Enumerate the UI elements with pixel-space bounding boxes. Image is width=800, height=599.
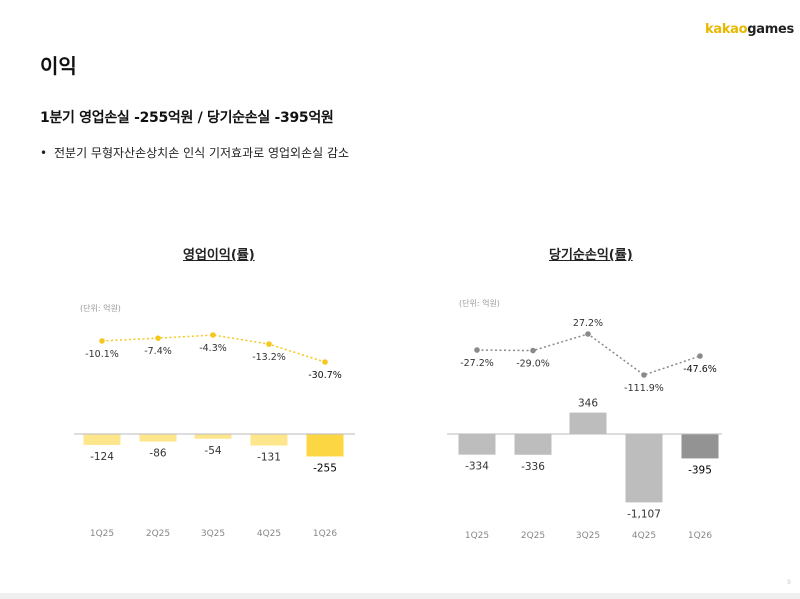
margin-label-net: -29.0% [516, 359, 550, 370]
category-label-net: 4Q25 [632, 531, 656, 541]
margin-point-op [99, 338, 105, 344]
margin-point-net [530, 347, 536, 354]
chart-title-operating-income: 영업이익(률) [183, 248, 255, 263]
category-label-net: 3Q25 [576, 531, 600, 541]
bar-net [681, 434, 719, 459]
page-title: 이익 [40, 54, 77, 78]
kakaogames-logo: kakaogames [705, 22, 794, 37]
headline-summary: 1분기 영업손실 -255억원 / 당기순손실 -395억원 [40, 110, 334, 126]
bar-value-label-op: -124 [90, 451, 114, 463]
margin-label-net: -111.9% [624, 383, 664, 394]
category-label-op: 3Q25 [201, 529, 225, 539]
margin-line-op [101, 334, 326, 363]
bar-value-label-op: -255 [313, 462, 337, 474]
category-label-net: 1Q25 [465, 531, 489, 541]
margin-point-op [322, 359, 328, 365]
page-number: 9 [787, 579, 791, 586]
margin-label-op: -13.2% [252, 352, 286, 363]
bar-value-label-net: -334 [465, 461, 489, 473]
category-label-op: 4Q25 [257, 529, 281, 539]
bar-value-label-op: -54 [204, 445, 221, 457]
bar-value-label-net: -395 [688, 464, 712, 476]
margin-point-net [585, 331, 591, 337]
logo-kakao: kakao [705, 22, 748, 37]
unit-label-op: (단위: 억원) [80, 303, 121, 313]
bar-op [194, 434, 232, 439]
margin-label-net: -27.2% [460, 358, 494, 369]
margin-label-op: -7.4% [144, 346, 172, 357]
footer-bar [0, 593, 800, 599]
bar-value-label-op: -86 [149, 448, 166, 460]
bar-net [514, 434, 552, 455]
margin-point-net [697, 353, 703, 359]
bar-op [83, 434, 121, 445]
bar-net [458, 434, 496, 455]
bar-op [306, 434, 344, 457]
bar-value-label-net: -336 [521, 461, 545, 473]
margin-label-op: -30.7% [308, 370, 342, 381]
bar-net [569, 412, 607, 434]
category-label-op: 1Q26 [313, 529, 338, 539]
margin-point-op [210, 332, 216, 338]
category-label-net: 2Q25 [521, 531, 545, 541]
margin-line-net [476, 333, 701, 376]
bar-net [625, 434, 663, 503]
bullet-point: • 전분기 무형자산손상치손 인식 기저효과로 영업외손실 감소 [40, 144, 349, 161]
bar-value-label-net: 346 [578, 398, 598, 410]
category-label-op: 1Q25 [90, 529, 114, 539]
chart-title-net-income: 당기순손익(률) [549, 248, 633, 263]
category-label-net: 1Q26 [688, 531, 713, 541]
margin-label-op: -4.3% [199, 343, 227, 354]
margin-point-net [474, 347, 480, 353]
margin-point-op [266, 341, 272, 347]
bar-value-label-op: -131 [257, 452, 281, 464]
margin-point-op [155, 335, 161, 341]
category-label-op: 2Q25 [146, 529, 170, 539]
margin-label-op: -10.1% [85, 349, 119, 360]
bar-op [250, 434, 288, 446]
margin-label-net: -47.6% [683, 364, 717, 375]
bullet-text: 전분기 무형자산손상치손 인식 기저효과로 영업외손실 감소 [54, 146, 350, 160]
bullet-dot: • [40, 146, 48, 160]
unit-label-net: (단위: 억원) [459, 298, 500, 308]
margin-point-net [641, 372, 647, 378]
margin-label-net: 27.2% [573, 318, 603, 329]
bar-value-label-net: -1,107 [627, 508, 661, 520]
bar-op [139, 434, 177, 442]
logo-games: games [747, 22, 794, 37]
